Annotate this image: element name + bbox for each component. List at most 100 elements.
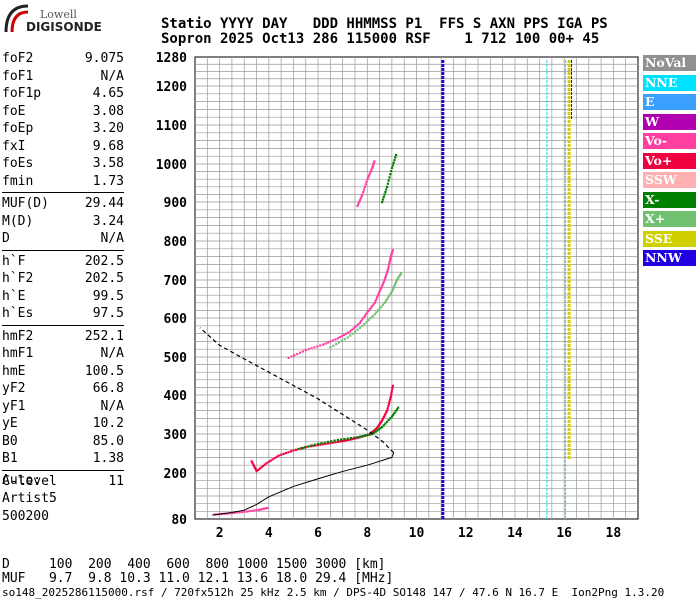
echo-point xyxy=(316,345,319,348)
echo-point xyxy=(304,348,307,352)
param-row: foEs 3.58 xyxy=(2,155,124,173)
echo-point xyxy=(389,257,392,260)
param-value: 66.8 xyxy=(92,381,124,396)
echo-point xyxy=(372,429,375,433)
echo-point xyxy=(390,389,394,392)
param-key: h`E xyxy=(2,288,26,304)
echo-point xyxy=(372,163,375,166)
echo-point xyxy=(273,457,276,460)
echo-point xyxy=(310,444,313,447)
echo-point xyxy=(346,331,350,334)
echo-point xyxy=(334,441,337,444)
echo-point xyxy=(358,199,362,202)
echo-point xyxy=(395,408,399,411)
echo-point xyxy=(385,185,389,188)
echo-point xyxy=(337,341,341,344)
echo-point xyxy=(342,439,346,442)
echo-point xyxy=(367,309,370,312)
echo-point xyxy=(293,354,296,357)
separator xyxy=(2,469,124,471)
echo-point xyxy=(363,314,367,317)
echo-point xyxy=(317,442,320,445)
param-key: h`Es xyxy=(2,306,34,321)
echo-point xyxy=(365,180,368,183)
param-row: C-level 11 xyxy=(2,473,124,491)
echo-point xyxy=(368,308,371,311)
echo-point xyxy=(349,437,353,440)
echo-point xyxy=(297,447,300,451)
param-value: N/A xyxy=(100,346,124,361)
echo-point xyxy=(338,336,341,339)
echo-point xyxy=(384,275,387,278)
echo-point xyxy=(386,269,389,272)
param-key: foEs xyxy=(2,156,34,171)
param-key: yF2 xyxy=(2,381,26,396)
echo-point xyxy=(366,434,369,437)
param-key: h`F2 xyxy=(2,271,34,286)
param-key: foEp xyxy=(2,121,34,136)
param-value: N/A xyxy=(100,231,124,246)
echo-point xyxy=(388,261,391,264)
param-key: hmF1 xyxy=(2,346,34,361)
echo-point xyxy=(245,510,248,513)
auto-label: Auto: xyxy=(2,473,42,488)
echo-point xyxy=(381,282,385,285)
separator xyxy=(2,249,124,251)
echo-point xyxy=(269,459,272,462)
param-row: h`F 202.5 xyxy=(2,253,124,271)
echo-point xyxy=(387,402,391,405)
echo-point xyxy=(374,430,377,433)
echo-point xyxy=(289,450,293,453)
echo-point xyxy=(385,411,388,414)
param-row: foE 3.08 xyxy=(2,103,124,121)
echo-point xyxy=(300,446,303,450)
echo-point xyxy=(390,391,393,394)
x-tick-label: 12 xyxy=(458,526,474,541)
param-key: B1 xyxy=(2,451,18,466)
echo-point xyxy=(373,301,376,304)
echo-point xyxy=(252,463,255,466)
echo-point xyxy=(372,164,375,167)
legend-item: NoVal xyxy=(643,55,696,71)
echo-point xyxy=(390,290,394,293)
echo-point xyxy=(250,509,253,512)
echo-point xyxy=(253,509,256,512)
echo-point xyxy=(324,442,327,445)
echo-point xyxy=(326,341,330,344)
echo-point xyxy=(381,419,384,422)
echo-point xyxy=(388,263,391,266)
echo-point xyxy=(391,288,394,291)
echo-point xyxy=(340,339,344,342)
echo-point xyxy=(353,325,357,329)
echo-point xyxy=(332,344,335,347)
echo-point xyxy=(385,271,389,274)
x-tick-label: 16 xyxy=(556,526,572,541)
echo-point xyxy=(356,436,359,439)
echo-point xyxy=(331,339,335,342)
echo-point xyxy=(389,292,392,295)
echo-point xyxy=(334,338,337,341)
param-key: yE xyxy=(2,416,18,431)
echo-point xyxy=(230,511,234,515)
echo-point xyxy=(390,253,393,256)
echo-point xyxy=(369,306,373,309)
echo-point xyxy=(266,506,269,510)
echo-point xyxy=(358,435,362,438)
echo-point xyxy=(255,470,258,473)
echo-point xyxy=(372,303,375,306)
logo-sub: Lowell xyxy=(40,8,77,21)
echo-point xyxy=(356,204,359,208)
param-row: foEp 3.20 xyxy=(2,120,124,138)
y-tick-label: 1200 xyxy=(156,80,187,95)
footer: so148_2025286115000.rsf / 720fx512h 25 k… xyxy=(2,586,665,599)
echo-point xyxy=(391,249,394,252)
echo-point xyxy=(376,425,380,428)
param-value: 1.73 xyxy=(92,173,124,189)
param-row: hmE 100.5 xyxy=(2,363,124,381)
echo-point xyxy=(352,437,355,440)
param-key: foF1p xyxy=(2,86,42,101)
legend-item: Vo- xyxy=(643,133,696,149)
x-tick-label: 8 xyxy=(363,526,371,541)
echo-point xyxy=(369,170,372,173)
